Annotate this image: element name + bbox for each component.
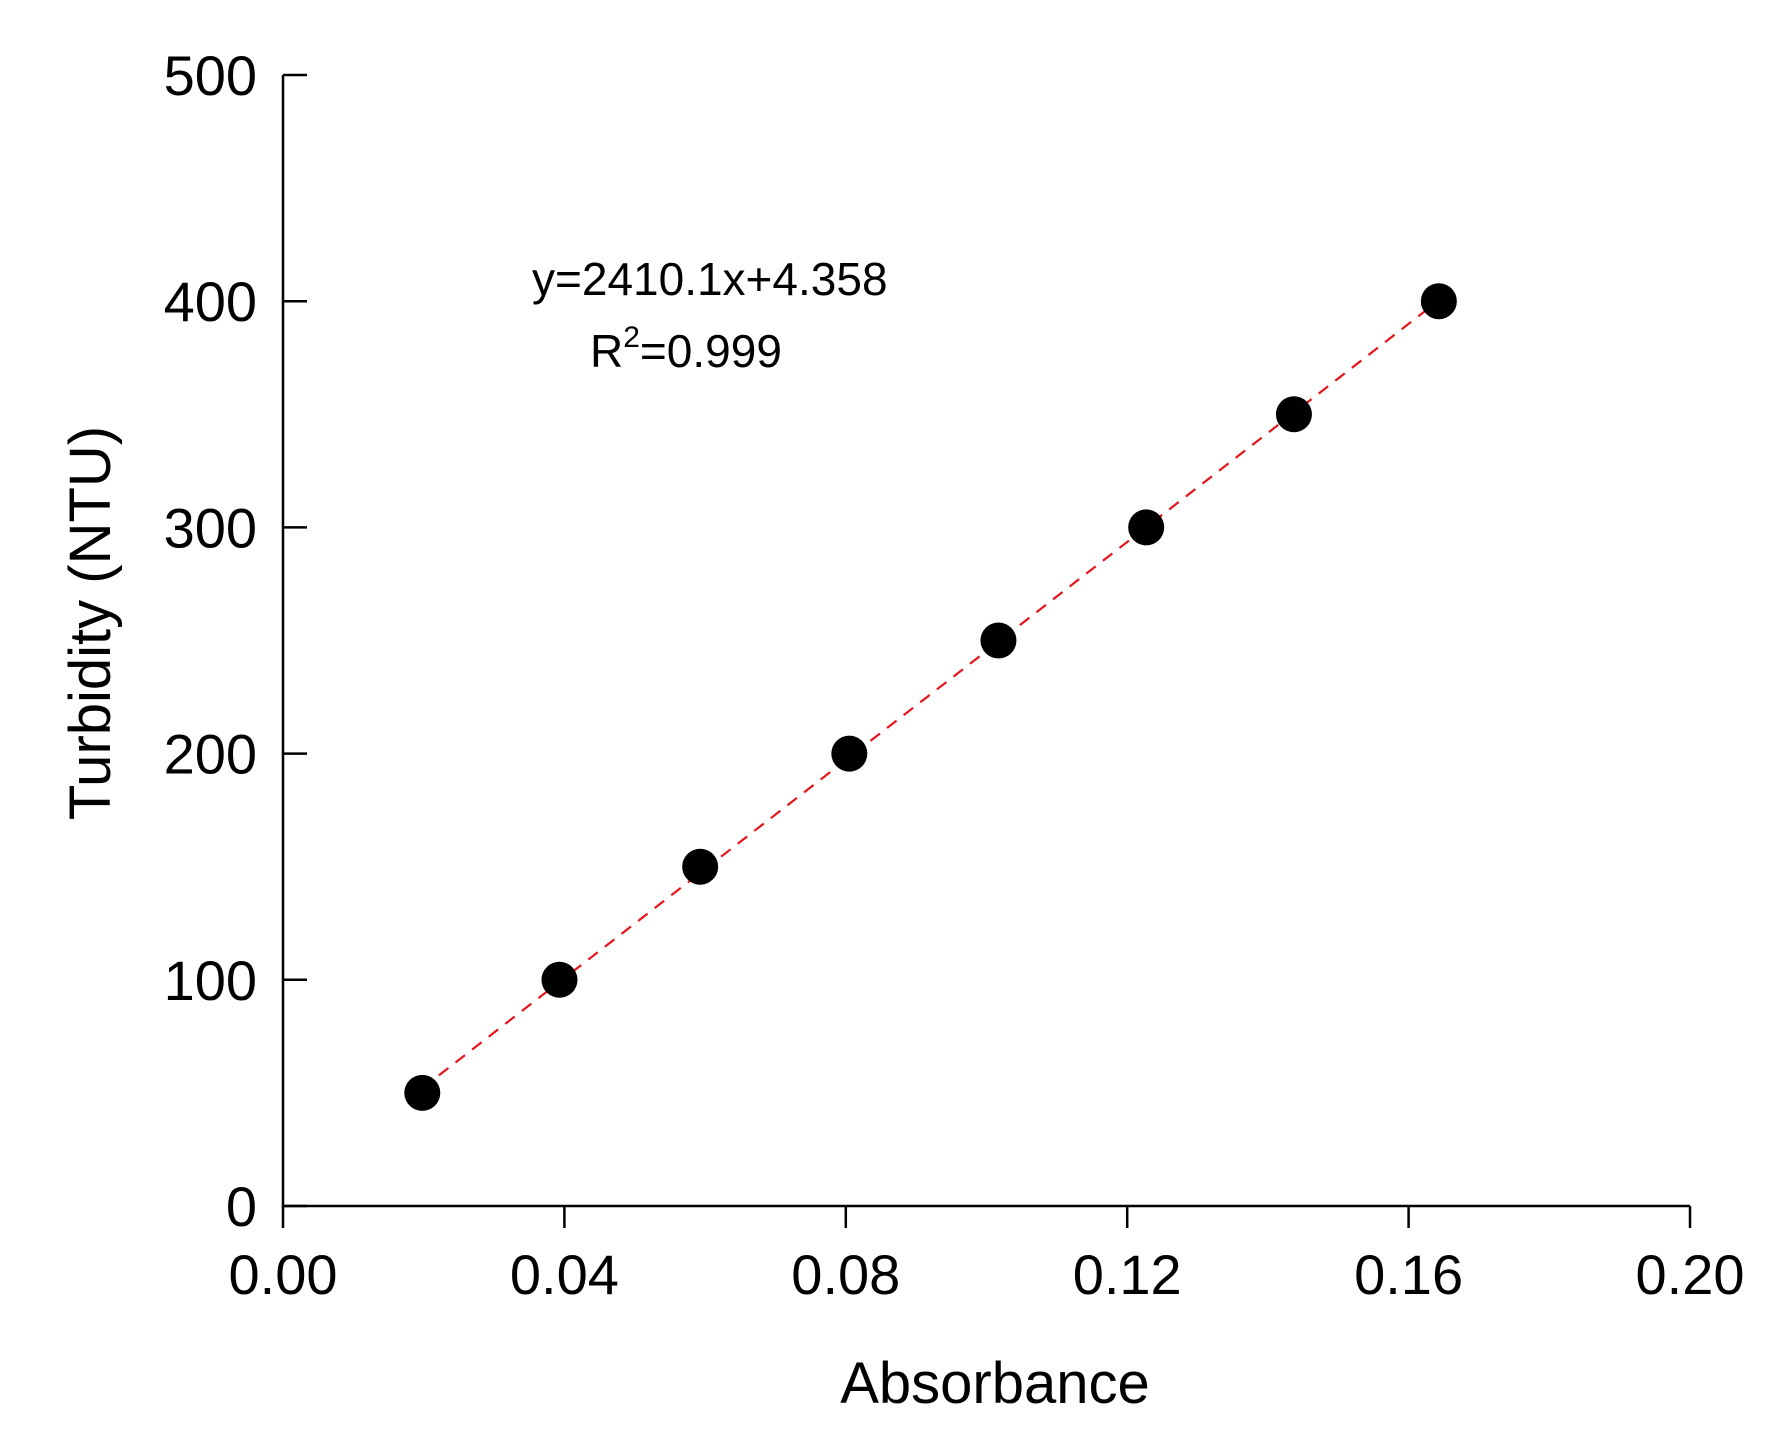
y-tick-label: 0 [226,1175,257,1238]
r-squared-label: R2=0.999 [590,321,782,377]
y-tick-label: 200 [164,723,257,786]
x-tick-label: 0.00 [229,1243,338,1306]
x-tick-label: 0.08 [791,1243,900,1306]
y-tick-label: 100 [164,949,257,1012]
y-tick-label: 500 [164,44,257,107]
x-tick-label: 0.16 [1354,1243,1463,1306]
data-point [541,961,578,998]
r-squared-prefix: R [590,325,623,377]
x-tick-label: 0.20 [1636,1243,1745,1306]
r-squared-value: =0.999 [640,325,782,377]
y-axis-label: Turbidity (NTU) [58,426,123,820]
x-tick-label: 0.12 [1073,1243,1182,1306]
data-point [1275,396,1312,433]
data-point [1128,509,1165,546]
data-point [980,622,1017,659]
x-tick-label: 0.04 [510,1243,619,1306]
data-point [682,848,719,885]
regression-line [421,299,1440,1090]
x-axis-ticks: 0.00 0.04 0.08 0.12 0.16 0.20 [229,1206,1745,1306]
x-axis-label: Absorbance [840,1351,1150,1416]
data-point [831,735,868,772]
y-tick-label: 300 [164,496,257,559]
y-tick-label: 400 [164,270,257,333]
y-axis-ticks: 0 100 200 300 400 500 [164,44,307,1238]
data-point [404,1074,441,1111]
r-squared-superscript: 2 [623,321,640,354]
fit-equation: y=2410.1x+4.358 [532,253,888,305]
data-points [404,283,1457,1111]
axes-lines [281,75,1690,1208]
data-point [1420,283,1457,320]
